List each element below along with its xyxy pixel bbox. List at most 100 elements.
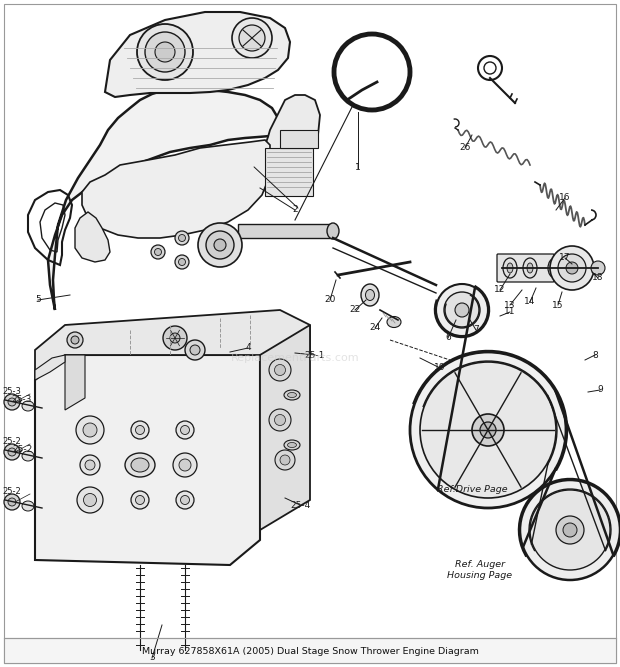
Text: 13: 13 (504, 301, 516, 309)
Text: 11: 11 (504, 307, 516, 317)
Text: 4: 4 (245, 344, 251, 352)
Ellipse shape (288, 442, 296, 448)
Circle shape (84, 494, 97, 506)
Ellipse shape (548, 258, 562, 278)
Circle shape (71, 336, 79, 344)
Circle shape (556, 516, 584, 544)
Circle shape (8, 448, 16, 456)
Text: Ref.Drive Page: Ref.Drive Page (436, 486, 507, 494)
Ellipse shape (387, 317, 401, 327)
Circle shape (4, 394, 20, 410)
Text: 25-3: 25-3 (2, 388, 21, 396)
FancyBboxPatch shape (238, 224, 333, 238)
FancyBboxPatch shape (280, 130, 318, 148)
Ellipse shape (523, 258, 537, 278)
Text: Murray 627858X61A (2005) Dual Stage Snow Thrower Engine Diagram: Murray 627858X61A (2005) Dual Stage Snow… (141, 646, 479, 656)
Text: 25-2: 25-2 (2, 488, 20, 496)
Circle shape (239, 25, 265, 51)
Polygon shape (48, 88, 278, 310)
Circle shape (269, 409, 291, 431)
Circle shape (175, 231, 189, 245)
Circle shape (198, 223, 242, 267)
Circle shape (420, 362, 556, 498)
Circle shape (77, 487, 103, 513)
Ellipse shape (327, 223, 339, 239)
Circle shape (190, 345, 200, 355)
Circle shape (275, 364, 285, 376)
Circle shape (145, 32, 185, 72)
Circle shape (175, 255, 189, 269)
Circle shape (410, 352, 566, 508)
Circle shape (137, 24, 193, 80)
Text: 17: 17 (559, 253, 571, 263)
Text: 25-1: 25-1 (305, 350, 325, 360)
Text: 15: 15 (552, 301, 564, 309)
Circle shape (154, 249, 161, 255)
FancyBboxPatch shape (4, 638, 616, 663)
Text: 16: 16 (559, 193, 571, 203)
Circle shape (85, 460, 95, 470)
Circle shape (520, 480, 620, 580)
Circle shape (8, 398, 16, 406)
Circle shape (67, 332, 83, 348)
Circle shape (179, 235, 185, 241)
Circle shape (180, 496, 190, 504)
Text: 18: 18 (592, 273, 604, 283)
Polygon shape (65, 355, 85, 410)
Text: 14: 14 (525, 297, 536, 307)
Text: 8: 8 (592, 350, 598, 360)
Circle shape (550, 246, 594, 290)
Ellipse shape (527, 263, 533, 273)
Polygon shape (260, 325, 310, 530)
Text: 6: 6 (445, 334, 451, 342)
Circle shape (136, 426, 144, 434)
Circle shape (275, 450, 295, 470)
Ellipse shape (177, 645, 193, 655)
Circle shape (566, 262, 578, 274)
Ellipse shape (22, 401, 34, 411)
Ellipse shape (288, 392, 296, 398)
Circle shape (163, 326, 187, 350)
Circle shape (131, 421, 149, 439)
Ellipse shape (131, 458, 149, 472)
Polygon shape (35, 355, 260, 565)
Text: ReplacementParts.com: ReplacementParts.com (231, 353, 360, 363)
Ellipse shape (507, 263, 513, 273)
Text: 12: 12 (494, 285, 506, 295)
Circle shape (206, 231, 234, 259)
Circle shape (275, 414, 285, 426)
Ellipse shape (22, 451, 34, 461)
Ellipse shape (552, 263, 558, 273)
Polygon shape (35, 355, 65, 380)
Ellipse shape (132, 645, 148, 655)
Circle shape (563, 523, 577, 537)
Circle shape (444, 292, 480, 328)
Polygon shape (105, 12, 290, 97)
Circle shape (455, 303, 469, 317)
Text: 1: 1 (355, 163, 361, 173)
FancyBboxPatch shape (265, 148, 313, 196)
Ellipse shape (180, 647, 190, 653)
Circle shape (80, 455, 100, 475)
Circle shape (76, 416, 104, 444)
Ellipse shape (136, 647, 144, 653)
Text: 10: 10 (434, 364, 446, 372)
Text: 5: 5 (35, 295, 41, 305)
Circle shape (480, 422, 496, 438)
Circle shape (4, 444, 20, 460)
Text: 25-2: 25-2 (2, 438, 20, 446)
Ellipse shape (284, 390, 300, 400)
Circle shape (558, 254, 586, 282)
Circle shape (4, 494, 20, 510)
Circle shape (185, 340, 205, 360)
Text: 25-3: 25-3 (12, 396, 32, 404)
Circle shape (176, 491, 194, 509)
Circle shape (530, 490, 610, 570)
Circle shape (269, 359, 291, 381)
Text: 24: 24 (370, 323, 381, 333)
Circle shape (436, 284, 488, 336)
Circle shape (232, 18, 272, 58)
Polygon shape (35, 310, 310, 380)
Circle shape (83, 423, 97, 437)
Ellipse shape (22, 501, 34, 511)
